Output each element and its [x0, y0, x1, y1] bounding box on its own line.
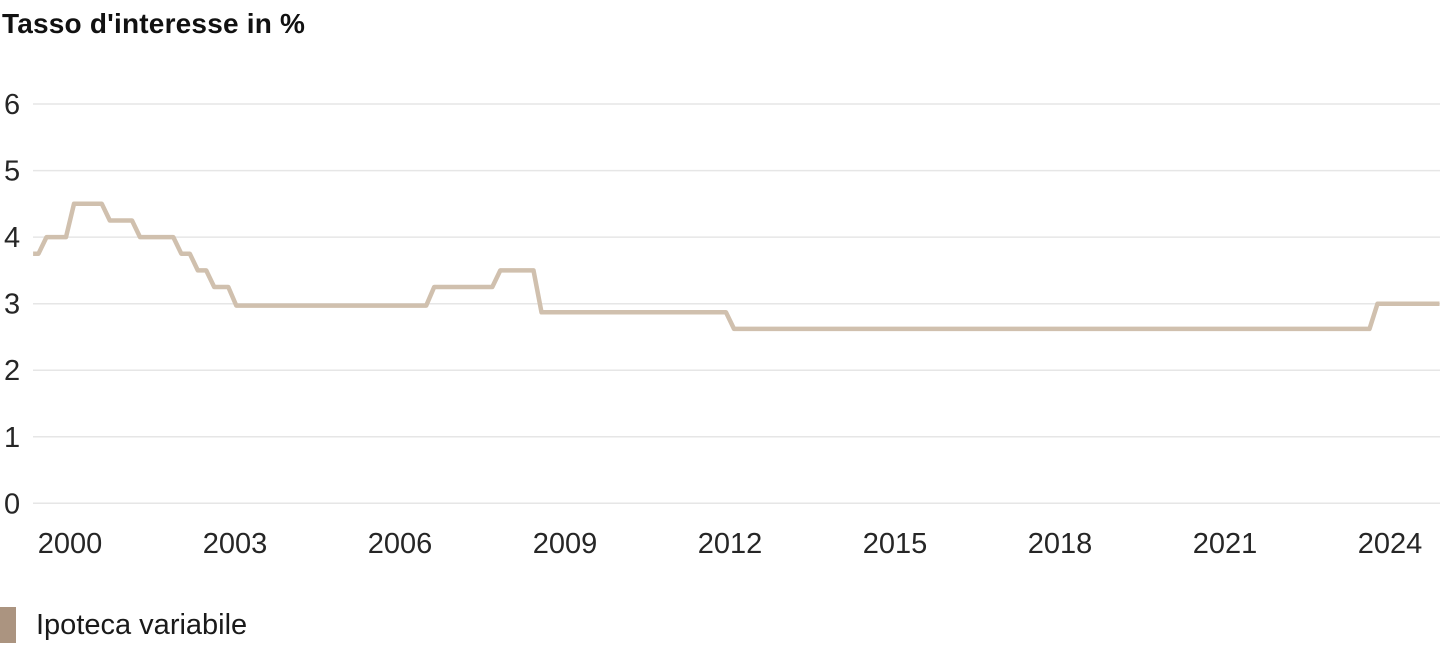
y-tick-label-4: 4: [4, 222, 20, 254]
x-tick-label-2024: 2024: [1358, 528, 1423, 560]
x-tick-label-2018: 2018: [1028, 528, 1093, 560]
y-tick-label-1: 1: [4, 422, 20, 454]
y-tick-label-5: 5: [4, 156, 20, 188]
x-tick-label-2015: 2015: [863, 528, 928, 560]
x-tick-label-2009: 2009: [533, 528, 598, 560]
legend: Ipoteca variabile: [0, 607, 247, 643]
y-tick-label-2: 2: [4, 355, 20, 387]
interest-rate-line-chart: 0 1 2 3 4 5 6 2000 2003 2006 2009 2012 2015 2018 2021 2…: [4, 89, 1440, 560]
x-tick-label-2003: 2003: [203, 528, 268, 560]
x-tick-label-2000: 2000: [38, 528, 103, 560]
x-tick-label-2012: 2012: [698, 528, 763, 560]
x-tick-label-2021: 2021: [1193, 528, 1258, 560]
chart-title: Tasso d'interesse in %: [2, 8, 306, 39]
series-line-ipoteca-variabile: [33, 201, 1440, 332]
y-tick-label-0: 0: [4, 488, 20, 520]
y-tick-label-3: 3: [4, 289, 20, 321]
y-tick-label-6: 6: [4, 89, 20, 121]
legend-label-ipoteca-variabile: Ipoteca variabile: [36, 608, 248, 641]
x-tick-label-2006: 2006: [368, 528, 433, 560]
legend-swatch-ipoteca-variabile: [0, 607, 16, 643]
